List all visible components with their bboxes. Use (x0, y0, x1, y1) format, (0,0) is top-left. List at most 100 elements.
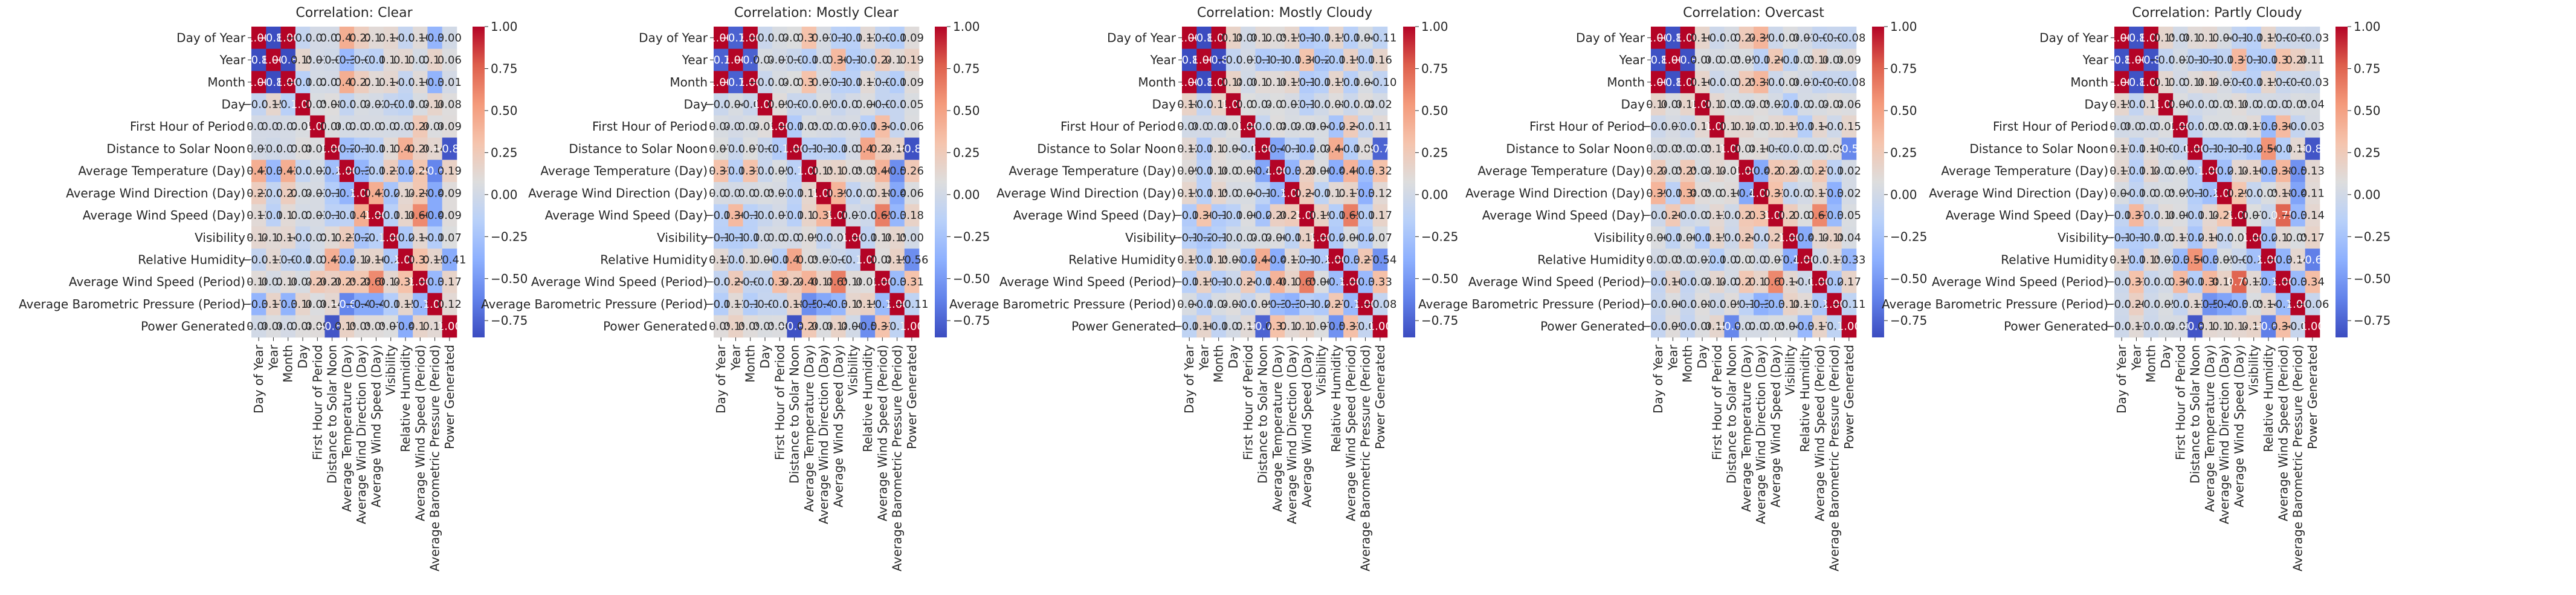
x-tick-label: Day (2158, 345, 2173, 369)
y-tick-label: Month (2070, 75, 2108, 89)
cell-value-label: 0.04 (723, 99, 747, 111)
cell-value-label: 0.01 (812, 54, 836, 67)
heatmap-cell (310, 226, 325, 249)
y-tick-label: Day of Year (1107, 30, 1177, 45)
heatmap-cell (442, 182, 457, 205)
x-tick-label: Distance to Solar Noon (2188, 345, 2203, 484)
cell-value-label: 0.47 (856, 143, 880, 155)
heatmap-cell (295, 204, 311, 227)
cell-value-label: 0.00 (437, 31, 462, 44)
heatmap-cell (324, 71, 340, 94)
heatmap-cell (801, 137, 817, 160)
cell-value-label: 0.08 (437, 99, 462, 111)
heatmap-cell (310, 48, 325, 71)
colorbar (473, 27, 485, 337)
heatmap-cell (801, 182, 817, 205)
cell-value-label: 0.13 (261, 254, 285, 267)
cell-value-label: 0.04 (408, 99, 432, 111)
cell-value-label: 0.04 (349, 99, 373, 111)
heatmap-cell (904, 182, 920, 205)
heatmap-cell (860, 115, 876, 138)
heatmap-cell (295, 93, 311, 116)
x-tick-label: Average Barometric Pressure (Period) (1827, 345, 1842, 571)
y-tick-label: Average Wind Direction (Day) (1929, 186, 2108, 200)
heatmap-cell (743, 137, 758, 160)
heatmap-cell (339, 71, 355, 94)
colorbar-tick-label: 0.75 (1890, 61, 1917, 76)
heatmap-cell (757, 115, 773, 138)
heatmap-cell (728, 27, 743, 50)
cell-value-label: −0.83 (895, 143, 928, 155)
heatmap-cell (860, 160, 876, 183)
heatmap-cell (801, 71, 817, 94)
heatmap-cell (413, 27, 428, 50)
heatmap-cell (383, 93, 399, 116)
x-tick-label: Average Wind Speed (Period) (413, 345, 427, 521)
heatmap-cell (295, 293, 311, 316)
colorbar-tick-label: −0.75 (2354, 313, 2390, 328)
cell-value-label: 0.15 (812, 165, 836, 178)
cell-value-label: 0.02 (364, 99, 388, 111)
heatmap-cell (354, 27, 369, 50)
cell-value-label: 0.01 (247, 143, 271, 155)
cell-value-label: 1.00 (320, 143, 344, 155)
panel-title: Correlation: Mostly Cloudy (1197, 5, 1372, 21)
heatmap-cell (280, 71, 296, 94)
heatmap-cell (266, 115, 281, 138)
x-tick-label: Month (2144, 345, 2158, 383)
heatmap-cell (295, 160, 311, 183)
heatmap-cell (772, 160, 787, 183)
y-tick-label: Power Generated (141, 319, 245, 334)
heatmap-cell (904, 204, 920, 227)
cell-value-label: 0.43 (276, 165, 300, 178)
cell-value-label: 0.07 (709, 143, 733, 155)
heatmap-cell (427, 293, 443, 316)
cell-value-label: 0.09 (856, 165, 880, 178)
cell-value-label: 0.14 (247, 232, 271, 244)
cell-value-label: 0.16 (364, 254, 388, 267)
cell-value-label: 0.11 (1368, 120, 1392, 133)
heatmap-cell (801, 115, 817, 138)
heatmap-cell (772, 48, 787, 71)
cell-value-label: 0.03 (841, 120, 865, 133)
cell-value-label: 0.16 (393, 209, 418, 222)
heatmap-cell (266, 48, 281, 71)
heatmap-cell (295, 249, 311, 271)
heatmap-cell (714, 93, 729, 116)
x-tick-label: Year (266, 344, 280, 371)
heatmap-cell (427, 115, 443, 138)
heatmap-cell (743, 27, 758, 50)
heatmap-cell (427, 48, 443, 71)
heatmap-cell (354, 137, 369, 160)
cell-value-label: 0.17 (437, 276, 462, 288)
heatmap-cell (845, 115, 861, 138)
heatmap-cell (714, 27, 729, 50)
cell-value-label: 1.00 (437, 320, 462, 333)
heatmap-cell (442, 315, 457, 338)
heatmap-cell (266, 160, 281, 183)
cell-value-label: 1.00 (738, 31, 763, 44)
x-tick-label: Power Generated (442, 345, 457, 449)
cell-value-label: 0.14 (423, 143, 447, 155)
colorbar-tick-label: 1.00 (1421, 19, 1448, 34)
heatmap-cell (816, 115, 831, 138)
cell-value-label: 0.18 (870, 187, 894, 200)
colorbar-tick-label: 0.25 (2354, 145, 2381, 160)
heatmap-cell (743, 48, 758, 71)
heatmap-cell (743, 93, 758, 116)
heatmap-cell (383, 27, 399, 50)
y-tick-label: Relative Humidity (138, 253, 245, 267)
heatmap-cell (266, 182, 281, 205)
heatmap-cell (889, 137, 905, 160)
cell-value-label: 0.01 (841, 143, 865, 155)
x-tick-label: Average Wind Speed (Period) (1812, 345, 1827, 521)
y-tick-label: Average Barometric Pressure (Period) (19, 297, 245, 311)
cell-value-label: 0.01 (305, 31, 329, 44)
heatmap-cell (743, 204, 758, 227)
y-tick-label: First Hour of Period (1993, 119, 2108, 134)
heatmap-cell (310, 182, 325, 205)
heatmap-cell (295, 226, 311, 249)
heatmap-cell (280, 160, 296, 183)
cell-value-label: 0.11 (320, 232, 344, 244)
cell-value-label: 0.03 (812, 31, 836, 44)
